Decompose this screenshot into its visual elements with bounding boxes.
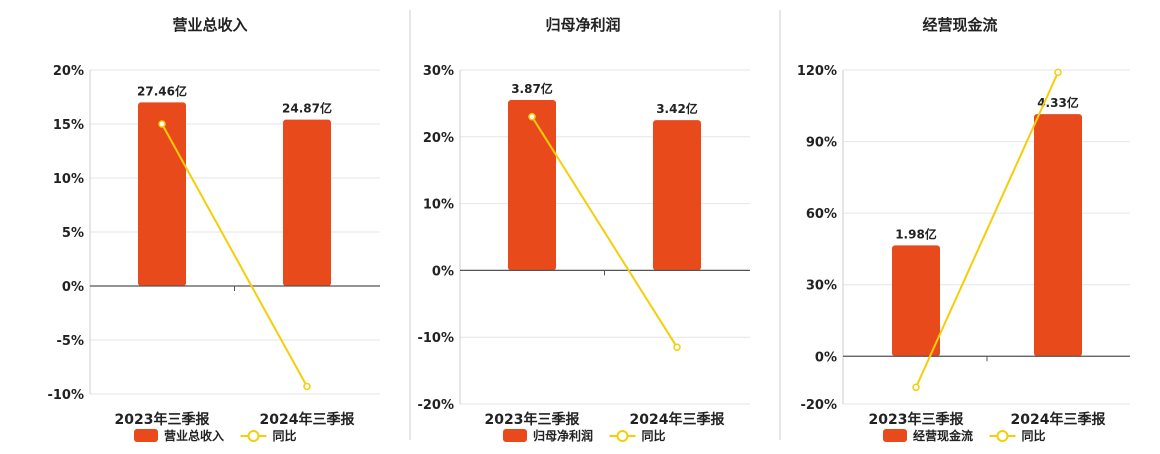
yoy-point [528, 113, 536, 121]
y-tick-label: 0% [432, 264, 454, 279]
bar-value-label: 3.42亿 [656, 101, 698, 116]
x-category-label: 2024年三季报 [260, 411, 355, 428]
chart-title: 营业总收入 [172, 16, 247, 34]
yoy-point [303, 382, 311, 391]
legend-bar-label: 归母净利润 [533, 428, 593, 443]
x-category-label: 2023年三季报 [115, 411, 210, 428]
legend-line-marker [616, 430, 629, 442]
bar [653, 120, 701, 271]
y-tick-label: 20% [53, 64, 84, 79]
bar-value-label: 4.33亿 [1037, 95, 1079, 110]
bar-value-label: 24.87亿 [282, 101, 332, 116]
bar [1034, 114, 1082, 357]
y-tick-label: 5% [62, 226, 84, 241]
bar [283, 119, 331, 287]
yoy-line [915, 71, 1059, 388]
legend-bar-swatch [134, 429, 158, 442]
yoy-point [673, 343, 681, 351]
bar [892, 245, 940, 357]
legend-bar-label: 营业总收入 [164, 428, 224, 443]
y-tick-label: 10% [53, 172, 84, 187]
x-category-label: 2023年三季报 [485, 411, 580, 428]
legend-line-label: 同比 [1022, 428, 1046, 443]
legend-bar-swatch [883, 429, 907, 442]
y-tick-label: -20% [417, 398, 454, 413]
y-tick-label: 30% [423, 64, 454, 79]
legend-line-label: 同比 [273, 428, 297, 443]
y-tick-label: 20% [423, 131, 454, 146]
y-tick-label: 120% [797, 64, 837, 79]
legend-line-marker [996, 430, 1009, 442]
bar [508, 100, 556, 271]
chart-title: 归母净利润 [545, 16, 620, 34]
yoy-point [1054, 68, 1062, 77]
y-tick-label: 10% [423, 198, 454, 213]
yoy-point [158, 120, 166, 128]
y-tick-label: 15% [53, 118, 84, 133]
bar-value-label: 1.98亿 [895, 226, 937, 241]
yoy-line [531, 116, 678, 348]
yoy-point [912, 383, 920, 392]
legend-line-marker [247, 430, 260, 442]
y-tick-label: 30% [806, 279, 837, 294]
bar-value-label: 3.87亿 [511, 81, 553, 96]
legend-line-label: 同比 [642, 428, 666, 443]
y-tick-label: 0% [62, 280, 84, 295]
x-category-label: 2023年三季报 [869, 411, 964, 428]
yoy-line [161, 123, 308, 387]
bar [138, 102, 186, 287]
y-tick-label: 90% [806, 136, 837, 151]
y-tick-label: -10% [47, 388, 84, 403]
legend-bar-swatch [503, 429, 527, 442]
legend-bar-label: 经营现金流 [913, 428, 973, 443]
bar-value-label: 27.46亿 [137, 83, 187, 98]
y-tick-label: -5% [57, 334, 84, 349]
x-category-label: 2024年三季报 [1011, 411, 1106, 428]
y-tick-label: 60% [806, 207, 837, 222]
chart-title: 经营现金流 [922, 16, 997, 34]
y-tick-label: 0% [815, 350, 837, 365]
x-category-label: 2024年三季报 [630, 411, 725, 428]
y-tick-label: -10% [417, 331, 454, 346]
y-tick-label: -20% [800, 398, 837, 413]
